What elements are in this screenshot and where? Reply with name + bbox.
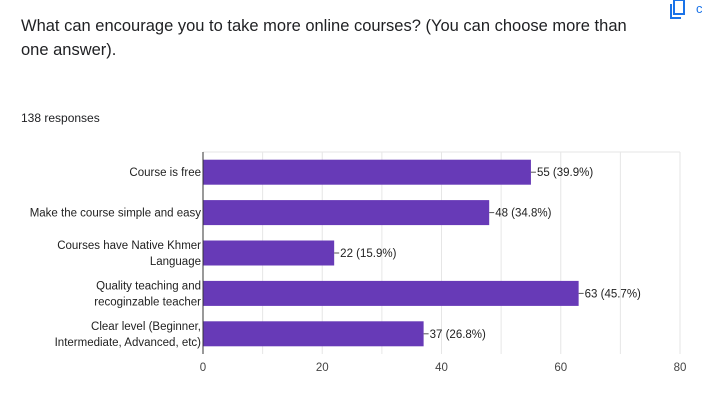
category-label: Quality teaching and [96, 280, 201, 292]
bar [203, 240, 335, 266]
question-title: What can encourage you to take more onli… [21, 17, 627, 59]
data-label: 37 (26.8%) [430, 329, 486, 341]
x-tick-label: 60 [554, 362, 567, 374]
bar [203, 159, 531, 185]
bar [203, 321, 424, 347]
category-label: Language [150, 256, 201, 268]
x-tick-label: 0 [200, 362, 206, 374]
responses-count: 138 responses [21, 111, 100, 125]
x-tick-label: 40 [435, 362, 448, 374]
data-label: 63 (45.7%) [585, 288, 641, 300]
data-label: 22 (15.9%) [340, 248, 396, 260]
category-label: Clear level (Beginner, [91, 321, 201, 333]
data-label: 55 (39.9%) [537, 167, 593, 179]
more-options-icon[interactable]: c [696, 1, 702, 16]
category-label: recoginzable teacher [94, 296, 201, 308]
x-tick-label: 20 [316, 362, 329, 374]
category-label: Intermediate, Advanced, etc) [55, 337, 202, 349]
bar [203, 200, 490, 226]
copy-icon[interactable] [668, 0, 690, 20]
x-tick-label: 80 [674, 362, 687, 374]
category-label: Courses have Native Khmer [57, 240, 201, 252]
category-label: Course is free [129, 167, 201, 179]
category-label: Make the course simple and easy [30, 208, 202, 220]
data-label: 48 (34.8%) [495, 208, 551, 220]
bar [203, 280, 579, 306]
